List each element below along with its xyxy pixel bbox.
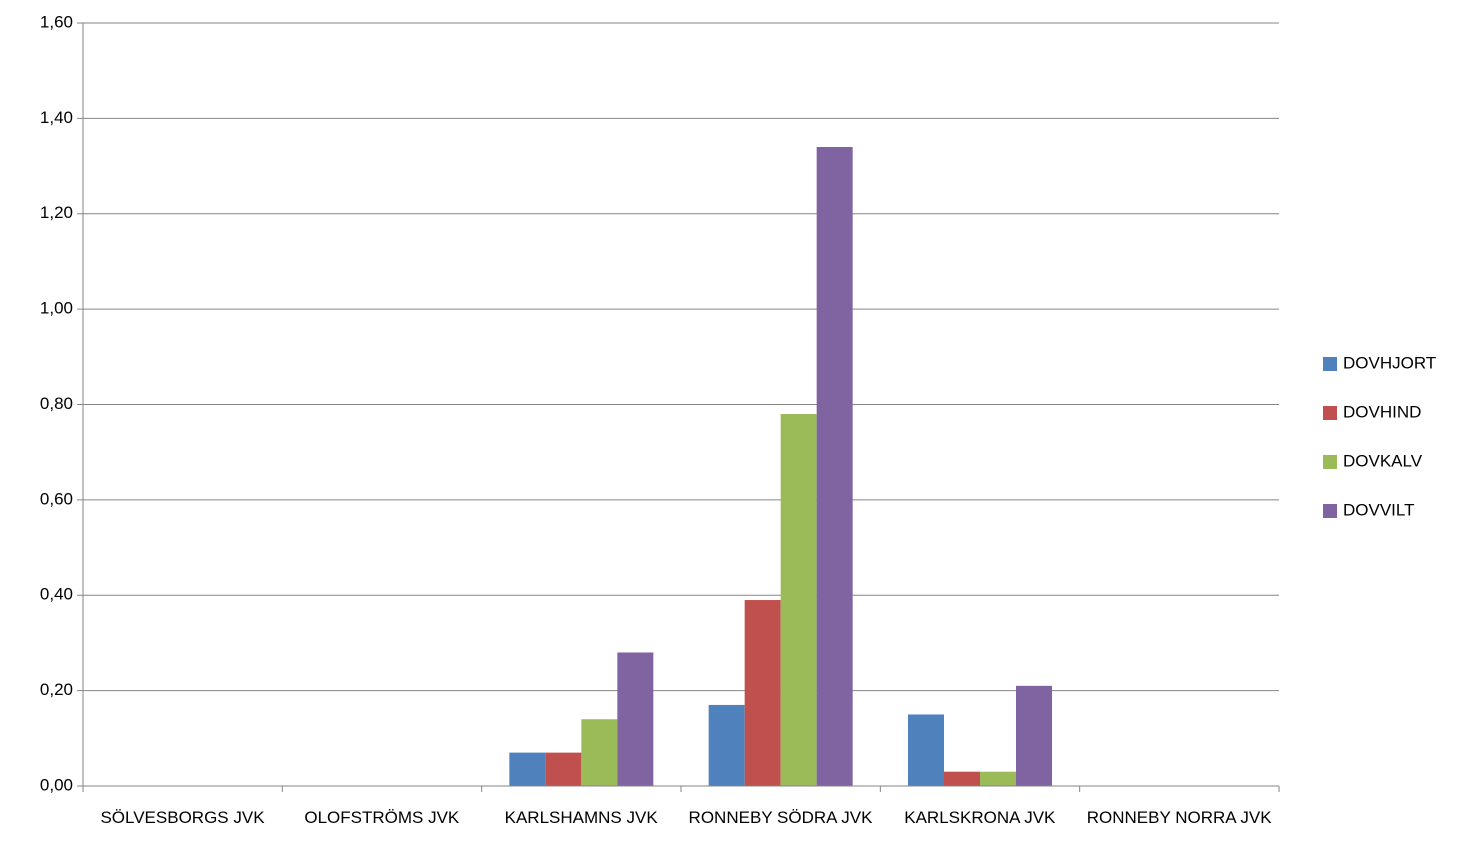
y-tick-label: 1,20 xyxy=(40,203,73,222)
x-tick-label: RONNEBY NORRA JVK xyxy=(1086,808,1272,827)
x-tick-label: KARLSHAMNS JVK xyxy=(504,808,658,827)
bar xyxy=(908,714,944,786)
x-tick-label: OLOFSTRÖMS JVK xyxy=(304,808,460,827)
y-tick-label: 1,60 xyxy=(40,12,73,31)
bar xyxy=(509,752,546,786)
legend-swatch xyxy=(1323,357,1337,371)
legend-label: DOVHIND xyxy=(1343,402,1421,421)
y-tick-label: 1,00 xyxy=(40,299,73,318)
bar xyxy=(816,146,853,787)
bar xyxy=(744,600,781,786)
x-tick-label: SÖLVESBORGS JVK xyxy=(100,808,265,827)
bar xyxy=(708,704,745,786)
bar xyxy=(545,752,582,786)
y-tick-label: 0,80 xyxy=(40,394,73,413)
y-tick-label: 1,40 xyxy=(40,108,73,127)
bar xyxy=(581,719,618,786)
legend-swatch xyxy=(1323,406,1337,420)
bar xyxy=(944,771,980,786)
y-tick-label: 0,20 xyxy=(40,680,73,699)
x-tick-label: RONNEBY SÖDRA JVK xyxy=(688,808,873,827)
y-tick-label: 0,00 xyxy=(40,775,73,794)
legend-label: DOVVILT xyxy=(1343,500,1414,519)
legend-label: DOVKALV xyxy=(1343,451,1423,470)
legend-swatch xyxy=(1323,455,1337,469)
y-tick-label: 0,60 xyxy=(40,489,73,508)
bar xyxy=(780,414,817,786)
x-tick-label: KARLSKRONA JVK xyxy=(904,808,1056,827)
bar xyxy=(617,652,654,786)
bar xyxy=(980,771,1016,786)
legend-swatch xyxy=(1323,504,1337,518)
legend-label: DOVHJORT xyxy=(1343,353,1436,372)
y-tick-label: 0,40 xyxy=(40,585,73,604)
bar xyxy=(1016,685,1052,786)
